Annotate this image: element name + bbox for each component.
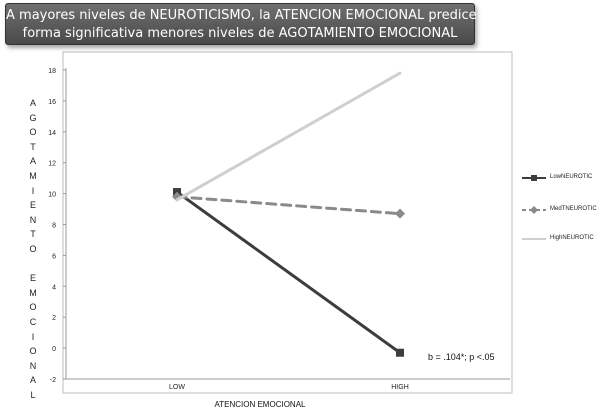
y-axis-label-letter: A [29, 156, 36, 167]
y-tick-label: 6 [52, 253, 56, 260]
legend-label: MedTNEUROTIC [550, 206, 597, 212]
legend-swatch [522, 238, 546, 240]
y-axis-label-letter: C [29, 316, 37, 327]
series-line-HighNEUROTIC [175, 71, 402, 202]
y-tick-label: 12 [48, 161, 56, 168]
x-axis-label: ATENCION EMOCIONAL [214, 400, 306, 409]
legend-label: LowNEUROTIC [550, 174, 593, 180]
series-line-LowNEUROTIC [175, 190, 402, 355]
legend-swatch [522, 206, 546, 214]
y-axis-label-letter: A [29, 375, 36, 386]
y-axis-label-letter: N [29, 214, 37, 225]
y-tick-label: -2 [50, 377, 56, 384]
legend-item: MedTNEUROTIC [520, 205, 600, 217]
legend-label: HighNEUROTIC [550, 235, 594, 241]
y-axis-label-letter: O [29, 127, 37, 138]
y-axis-label-letter: A [29, 98, 36, 108]
y-axis-label-letter: I [31, 331, 35, 342]
y-tick-label: 8 [52, 223, 56, 230]
y-axis-label-letter: G [29, 112, 37, 123]
data-point-MedTNEUROTIC [395, 208, 405, 219]
plot-border [62, 51, 513, 394]
legend-swatch-marker [530, 206, 538, 214]
banner-line-2: forma significativa menores niveles de A… [22, 26, 458, 41]
legend-item: LowNEUROTIC [520, 173, 600, 185]
y-tick-label: 18 [48, 68, 56, 75]
chart-banner: A mayores niveles de NEUROTICISMO, la AT… [5, 3, 498, 45]
series-line-MedTNEUROTIC [175, 195, 402, 216]
y-tick-label: 10 [48, 192, 56, 199]
legend-swatch [522, 175, 546, 181]
y-tick-label: 2 [52, 315, 56, 322]
y-tick-label: 14 [48, 130, 56, 137]
x-tick-label: LOW [169, 384, 185, 391]
y-axis-label-letter: N [29, 360, 37, 371]
y-axis-label-letter: M [29, 287, 37, 298]
legend-swatch-marker [531, 175, 537, 181]
y-axis-label-letter: T [30, 141, 36, 152]
y-axis-label-letter: E [29, 200, 36, 211]
banner-line-1: A mayores niveles de NEUROTICISMO, la AT… [6, 8, 498, 23]
y-axis-label-letter: E [29, 273, 36, 284]
y-tick-label: 0 [52, 346, 56, 353]
y-axis-label-letter: M [29, 170, 37, 181]
x-tick-label: HIGH [391, 384, 409, 391]
significance-annotation: b = .104*; p <.05 [428, 352, 495, 362]
y-axis-label-letter: T [30, 229, 36, 240]
y-axis-label-letter: O [29, 346, 37, 357]
y-axis-label-letter: I [31, 185, 35, 196]
y-axis-label-letter: O [29, 243, 37, 254]
legend-item: HighNEUROTIC [520, 234, 600, 246]
data-point-LowNEUROTIC [396, 348, 404, 357]
y-axis-label-letter: O [29, 302, 37, 313]
y-axis-label-letter: L [30, 389, 36, 400]
y-tick-label: 4 [52, 284, 56, 291]
y-tick-label: 16 [48, 99, 56, 106]
y-axis-label-letter [26, 257, 40, 272]
